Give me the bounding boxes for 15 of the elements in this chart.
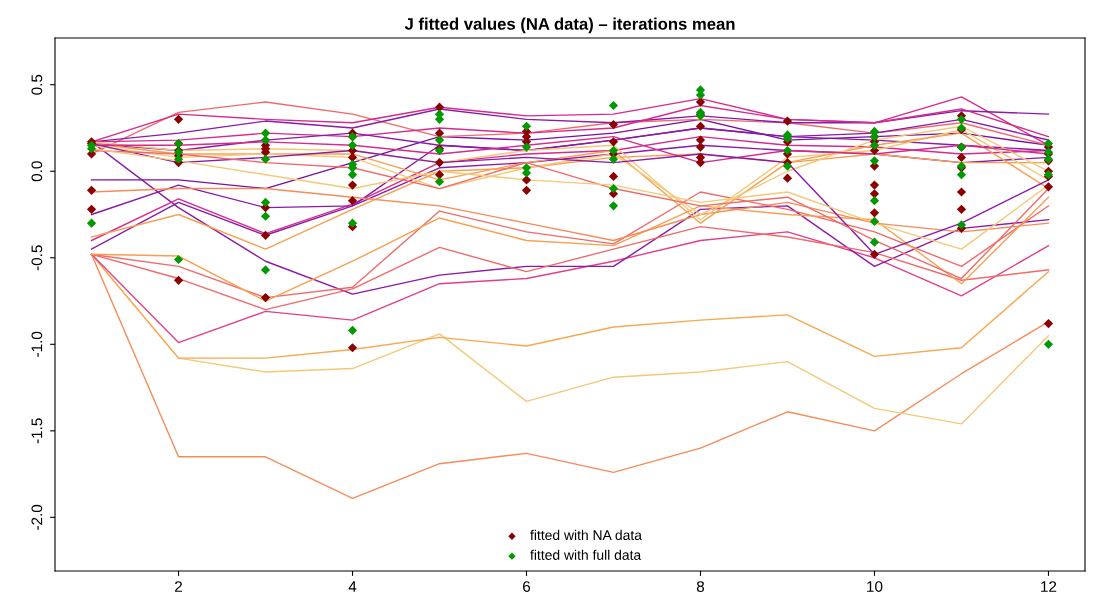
x-tick-label: 12	[1041, 581, 1057, 592]
y-tick-label: -1.5	[31, 418, 43, 444]
x-tick-label: 6	[523, 581, 531, 592]
x-tick-label: 4	[348, 581, 357, 592]
x-tick-label: 10	[867, 581, 883, 592]
legend-label: fitted with NA data	[530, 529, 642, 541]
legend-label: fitted with full data	[530, 549, 642, 560]
y-tick-label: -0.5	[31, 245, 43, 271]
chart-title: J fitted values (NA data) – iterations mean	[404, 17, 735, 34]
y-tick-label: 0.0	[31, 161, 43, 182]
x-tick-label: 8	[696, 581, 705, 592]
y-tick-label: 0.5	[31, 74, 43, 95]
y-tick-label: -2.0	[31, 504, 43, 530]
x-tick-label: 2	[175, 581, 183, 592]
y-tick-label: -1.0	[31, 331, 43, 357]
